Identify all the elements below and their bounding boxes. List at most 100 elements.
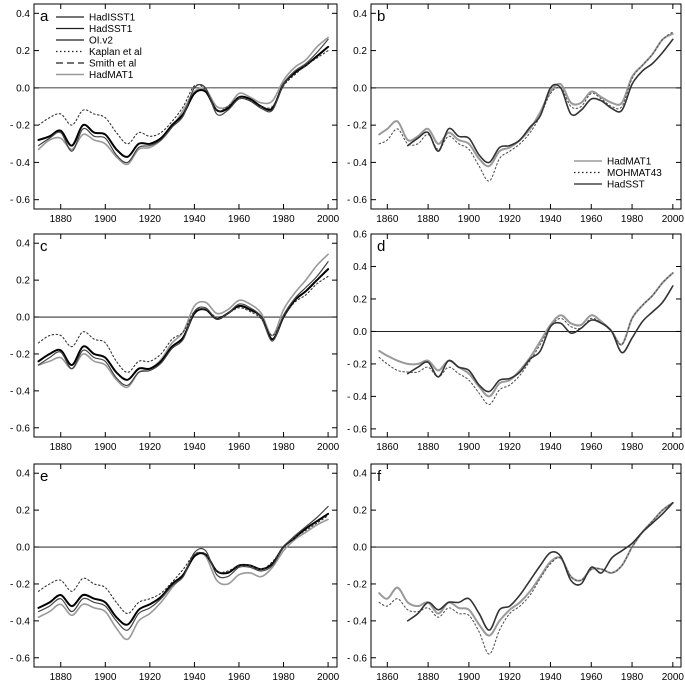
axes-frame [33, 233, 338, 438]
y-tick-label: - 0.4 [10, 158, 30, 169]
x-tick-label: 1920 [139, 442, 162, 453]
x-tick-label: 1960 [580, 672, 603, 681]
y-tick-label: 0.0 [353, 327, 367, 338]
panel-label: c [40, 238, 48, 255]
series-line-hadmat1 [378, 501, 674, 637]
panel-d: - 0.6 - 0.4 - 0.2 0.0 0.2 0.4 0.6 1860 1880 1900 1… [347, 230, 684, 454]
legend-label: Kaplan et al [89, 47, 142, 58]
axes-frame [370, 3, 682, 210]
series-line-hadsst1 [37, 261, 329, 387]
series-line-hadmat1 [37, 253, 329, 389]
x-tick-label: 1900 [94, 214, 117, 225]
x-tick-label: 1900 [94, 672, 117, 681]
panel-label: e [40, 468, 48, 485]
panel-c: - 0.6 - 0.4 - 0.2 0.0 0.2 0.4 1880 1900 1920 1940… [10, 233, 340, 453]
axes-frame [370, 233, 682, 438]
x-tick-label: 1920 [499, 214, 522, 225]
series-line-hadsst [406, 502, 674, 631]
series-line-kaplan-et-al [37, 515, 329, 615]
x-tick-label: 1940 [539, 214, 562, 225]
x-tick-label: 1980 [621, 214, 644, 225]
x-tick-label: 1980 [621, 672, 644, 681]
y-tick-label: 0.2 [16, 46, 30, 57]
x-tick-label: 1980 [272, 442, 295, 453]
x-tick-label: 1900 [94, 442, 117, 453]
legend-label: MOHMAT43 [607, 168, 662, 179]
series-line-hadisst1 [37, 268, 330, 381]
series-line-kaplan-et-al [37, 50, 329, 145]
x-tick-label: 1880 [417, 214, 440, 225]
x-tick-label: 2000 [662, 672, 685, 681]
y-tick-label: 0.4 [353, 469, 367, 480]
y-tick-label: - 0.4 [347, 158, 367, 169]
x-tick-label: 1940 [183, 672, 206, 681]
y-tick-label: 0.2 [353, 46, 367, 57]
series-line-hadmat1 [378, 32, 674, 168]
y-tick-label: 0.2 [353, 506, 367, 517]
y-tick-label: - 0.6 [347, 195, 367, 206]
x-tick-label: 1900 [458, 672, 481, 681]
x-tick-label: 1880 [50, 442, 73, 453]
series-line-hadsst1 [37, 505, 329, 631]
y-tick-label: - 0.6 [10, 423, 30, 434]
y-tick-label: - 0.2 [347, 359, 367, 370]
y-tick-label: 0.0 [353, 543, 367, 554]
x-tick-label: 1980 [272, 214, 295, 225]
axes-frame [370, 463, 682, 668]
y-tick-label: - 0.4 [347, 616, 367, 627]
x-tick-label: 1880 [417, 442, 440, 453]
x-tick-label: 1900 [458, 442, 481, 453]
x-tick-label: 1920 [499, 672, 522, 681]
panel-label: b [377, 8, 385, 25]
legend-label: HadSST1 [89, 24, 133, 35]
x-tick-label: 1940 [183, 214, 206, 225]
x-tick-label: 1980 [272, 672, 295, 681]
series-line-hadmat1 [378, 272, 674, 398]
x-tick-label: 2000 [662, 442, 685, 453]
series-line-mohmat43 [378, 272, 674, 406]
panel-a: - 0.6 - 0.4 - 0.2 0.0 0.2 0.4 1880 1900 1920 1940… [10, 3, 340, 225]
y-tick-label: 0.6 [353, 230, 367, 241]
x-tick-label: 1920 [139, 214, 162, 225]
x-tick-label: 1900 [458, 214, 481, 225]
x-tick-label: 1860 [376, 214, 399, 225]
series-line-mohmat43 [378, 502, 674, 655]
x-tick-label: 1960 [228, 672, 251, 681]
x-tick-label: 1980 [621, 442, 644, 453]
series-line-kaplan-et-al [37, 275, 329, 373]
series-line-hadsst1 [37, 38, 329, 164]
legend-label: Smith et al [89, 59, 136, 70]
panel-label: d [377, 238, 385, 255]
y-tick-label: 0.0 [16, 83, 30, 94]
y-tick-label: - 0.6 [10, 653, 30, 664]
x-tick-label: 1960 [228, 214, 251, 225]
x-tick-label: 2000 [662, 214, 685, 225]
y-tick-label: 0.0 [16, 313, 30, 324]
legend-label: HadMAT1 [607, 157, 652, 168]
y-tick-label: - 0.2 [347, 121, 367, 132]
series-line-hadmat1 [37, 36, 329, 166]
series-line-hadsst [406, 285, 674, 393]
legend-label: OI.v2 [89, 36, 113, 47]
series-line-hadsst [406, 38, 674, 164]
x-tick-label: 1920 [499, 442, 522, 453]
panel-f: - 0.6 - 0.4 - 0.2 0.0 0.2 0.4 1860 1880 1900 1920… [347, 463, 685, 681]
series-line-mohmat43 [378, 31, 674, 182]
x-tick-label: 1920 [139, 672, 162, 681]
axes-frame [33, 3, 338, 210]
x-tick-label: 1940 [183, 442, 206, 453]
y-tick-label: 0.4 [353, 262, 367, 273]
x-tick-label: 1940 [539, 672, 562, 681]
y-tick-label: - 0.2 [10, 579, 30, 590]
y-tick-label: 0.4 [16, 9, 30, 20]
x-tick-label: 1960 [580, 442, 603, 453]
y-tick-label: - 0.2 [10, 349, 30, 360]
x-tick-label: 1940 [539, 442, 562, 453]
x-tick-label: 1880 [50, 672, 73, 681]
x-tick-label: 1960 [228, 442, 251, 453]
panel-e: - 0.6 - 0.4 - 0.2 0.0 0.2 0.4 1880 1900 1920 1940… [10, 463, 340, 681]
y-tick-label: - 0.6 [347, 424, 367, 435]
x-tick-label: 1860 [376, 442, 399, 453]
y-tick-label: 0.4 [16, 469, 30, 480]
